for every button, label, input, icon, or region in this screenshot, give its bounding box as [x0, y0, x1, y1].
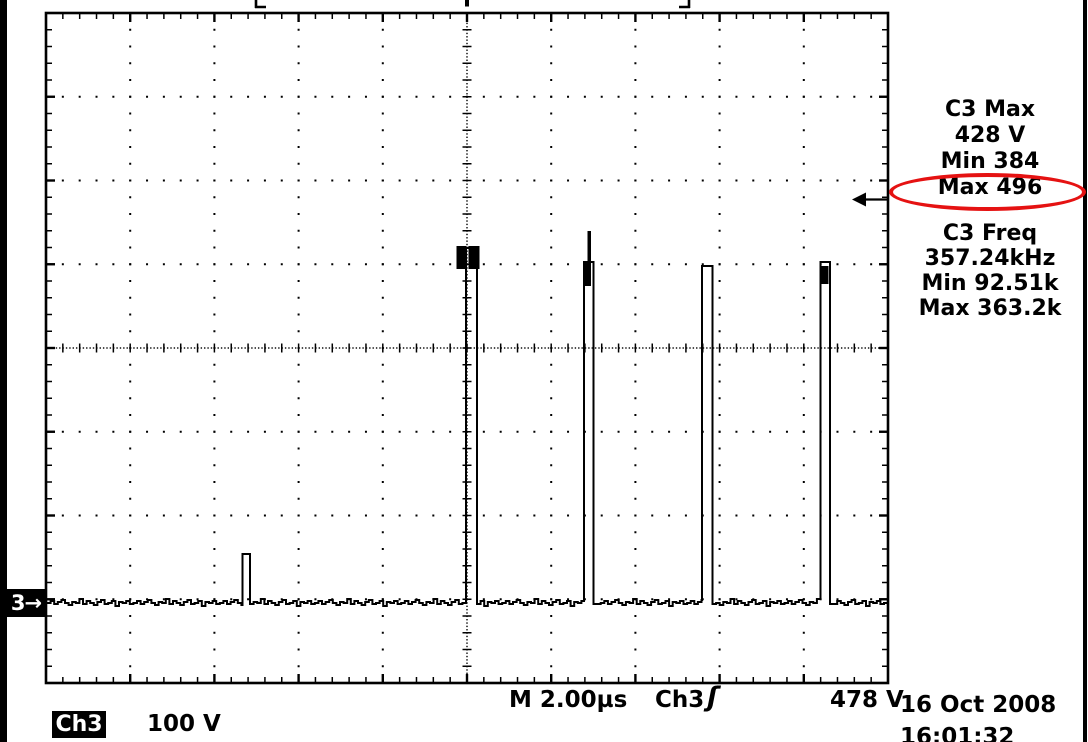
screen-left-border	[0, 0, 7, 742]
channel3-scale-readout: 100 V	[147, 711, 221, 737]
measurement-title: C3 Freq	[942, 221, 1038, 246]
red-annotation-ellipse	[889, 173, 1086, 211]
top-position-markers	[254, 0, 691, 9]
waveform-trace	[47, 231, 887, 607]
trigger-source-readout: Ch3	[655, 687, 705, 713]
measurement-arrow	[852, 192, 887, 207]
measurement-title: C3 Max	[944, 97, 1036, 122]
timebase-readout: M 2.00µs	[509, 687, 628, 713]
measurement-max: Max 363.2k	[918, 296, 1062, 321]
measurement-value: 428 V	[954, 123, 1026, 148]
trigger-slope-icon: ʃ	[707, 682, 719, 713]
measurement-value: 357.24kHz	[924, 246, 1056, 271]
channel3-label-badge: Ch3	[52, 711, 106, 738]
measurement-frequency-block: C3 Freq 357.24kHz Min 92.51k Max 363.2k	[892, 221, 1088, 321]
measurement-min: Min 92.51k	[921, 271, 1059, 296]
channel3-ground-marker: 3→	[7, 589, 45, 617]
time-readout: 16:01:32	[900, 724, 1015, 742]
screen-right-border	[1083, 0, 1087, 742]
date-readout: 16 Oct 2008	[900, 692, 1057, 718]
measurement-min: Min 384	[940, 149, 1040, 174]
trigger-level-readout: 478 V	[830, 687, 904, 713]
